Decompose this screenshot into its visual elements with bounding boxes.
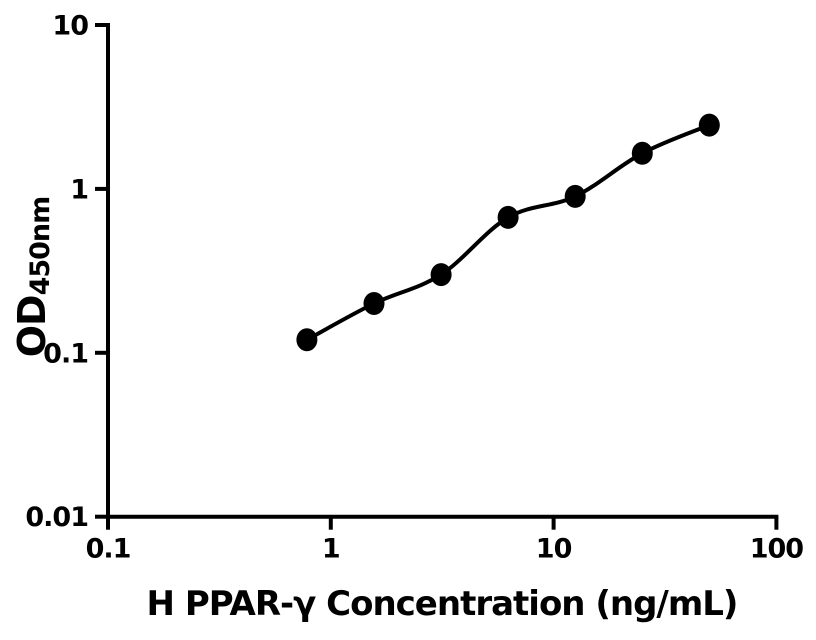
y-axis-tick-label: 10 xyxy=(52,11,88,42)
x-axis-tick-label: 1 xyxy=(322,534,340,565)
x-axis-tick-label: 0.1 xyxy=(86,534,131,565)
data-point-marker xyxy=(296,328,318,352)
y-axis-title-subscript: 450nm xyxy=(25,196,57,296)
x-axis-tick-label: 10 xyxy=(536,534,572,565)
x-axis-title: H PPAR-γ Concentration (ng/mL) xyxy=(146,584,739,624)
data-point-marker xyxy=(631,141,653,165)
data-point-marker xyxy=(698,113,720,137)
y-axis-tick-label: 0.01 xyxy=(25,502,88,533)
y-axis-tick-label: 0.1 xyxy=(43,338,88,369)
data-point-marker xyxy=(564,184,586,208)
data-point-marker xyxy=(497,205,519,229)
x-axis-tick-label: 100 xyxy=(750,534,804,565)
y-axis-title: OD450nm xyxy=(10,197,56,358)
data-point-marker xyxy=(363,292,385,315)
y-axis-title-main: OD xyxy=(9,295,54,358)
data-point-marker xyxy=(430,263,452,287)
y-axis-tick-label: 1 xyxy=(70,174,88,205)
